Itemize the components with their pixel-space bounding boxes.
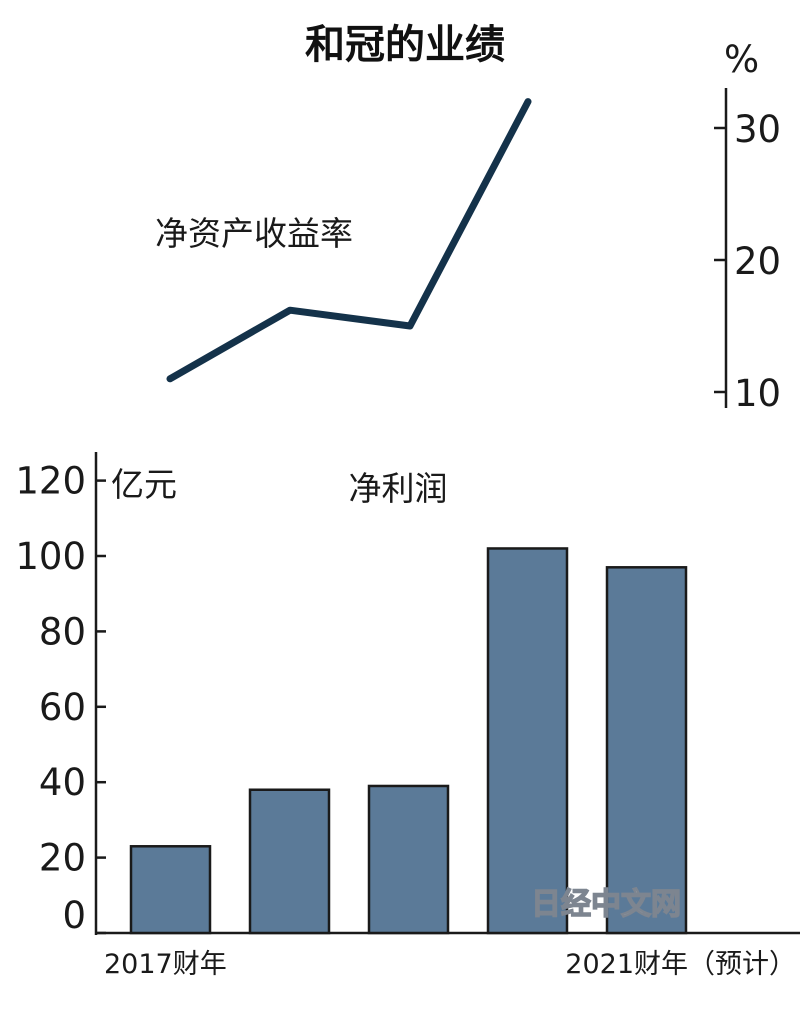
roe-series-label: 净资产收益率 [155,214,353,253]
roe-y-tick-label-0: 10 [734,372,781,415]
profit-y-tick-label-1: 20 [39,837,86,880]
profit-y-tick-label-3: 60 [39,686,86,729]
watermark: 日经中文网 [531,887,681,922]
profit-y-tick-label-6: 120 [15,460,86,503]
profit-y-tick-label-4: 80 [39,610,86,653]
roe-line [166,98,532,383]
profit-bar-3 [486,547,569,935]
profit-bar-chart: 亿元 净利润 0 20 40 60 80 100 120 2017财年 2021财年（预计） [15,452,800,980]
profit-bar-1 [248,788,331,935]
profit-bar-4 [605,566,688,935]
roe-y-tick-label-2: 30 [734,108,781,151]
profit-x-label-4: 2021财年（预计） [565,949,796,980]
profit-bar-0 [129,845,212,935]
profit-y-unit: 亿元 [111,465,177,504]
profit-y-tick-label-0: 0 [62,894,86,937]
roe-y-tick-label-1: 20 [734,240,781,283]
profit-x-label-0: 2017财年 [104,949,227,980]
roe-y-unit: % [724,38,759,81]
profit-series-label: 净利润 [349,469,448,508]
profit-y-tick-label-2: 40 [39,761,86,804]
profit-bar-2 [367,784,450,935]
roe-line-chart: % 净资产收益率 10 20 30 [155,38,781,415]
chart-title: 和冠的业绩 [305,22,505,68]
profit-y-tick-label-5: 100 [15,535,86,578]
